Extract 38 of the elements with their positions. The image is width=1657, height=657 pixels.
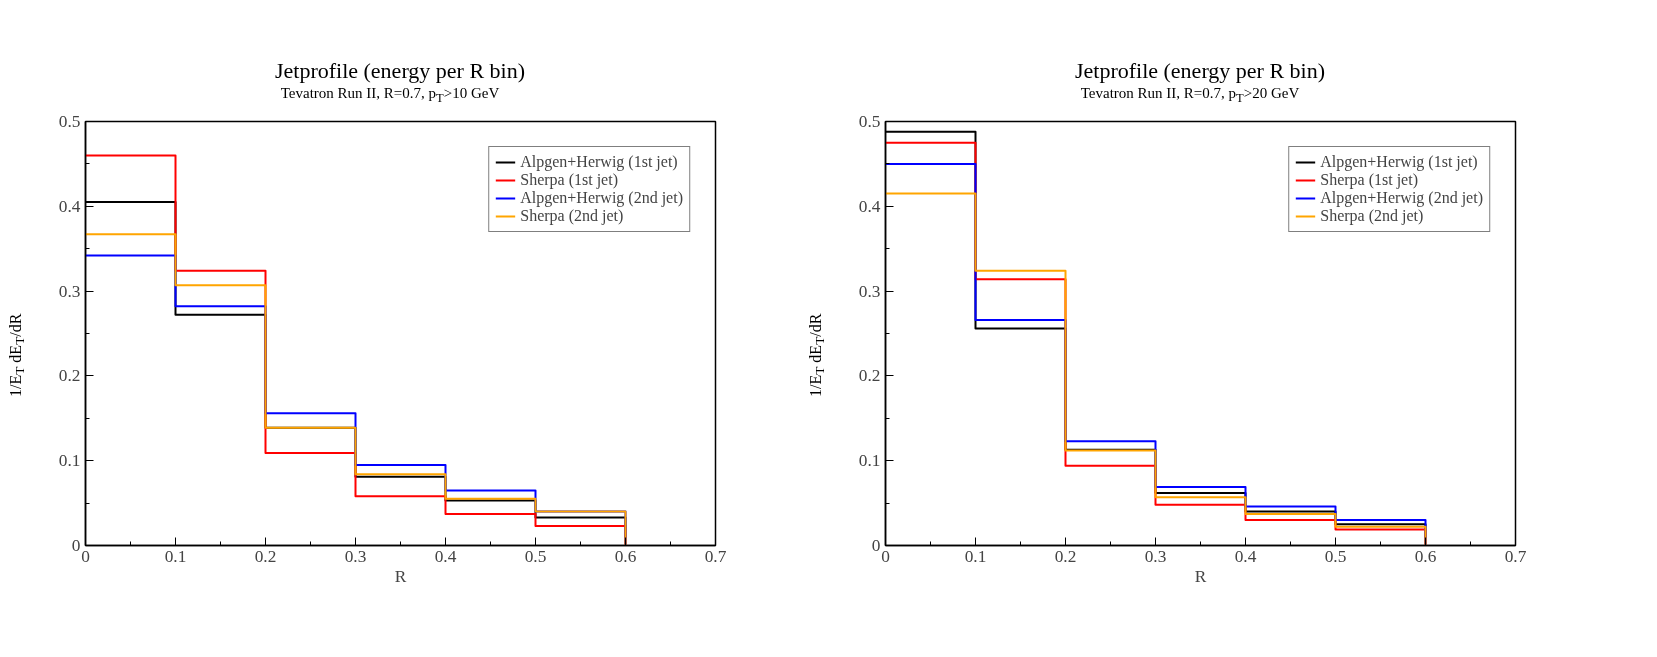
legend-label: Sherpa (1st jet) [520,171,618,190]
legend-label: Sherpa (1st jet) [1320,171,1418,190]
x-tick-label: 0.2 [1054,546,1077,566]
x-tick-label: 0.1 [164,546,187,566]
chart-title: Jetprofile (energy per R bin) [274,57,526,85]
y-tick-label: 0.2 [858,366,881,386]
legend-label: Alpgen+Herwig (2nd jet) [520,189,683,208]
x-axis-title: R [1194,566,1207,586]
legend-label: Alpgen+Herwig (1st jet) [1320,153,1478,172]
x-tick-label: 0.4 [1234,546,1257,566]
x-axis-title: R [394,566,407,586]
legend-label: Sherpa (2nd jet) [520,207,624,226]
x-tick-label: 0.4 [434,546,457,566]
y-tick-label: 0.5 [58,112,81,132]
x-tick-label: 0.6 [614,546,637,566]
y-tick-label: 0.1 [858,451,881,471]
x-tick-label: 0.3 [1144,546,1167,566]
chart-title: Jetprofile (energy per R bin) [1074,57,1326,85]
y-tick-label: 0.5 [858,112,881,132]
y-tick-label: 0.4 [58,197,81,217]
y-tick-label: 0.3 [858,281,881,301]
x-tick-label: 0.1 [964,546,987,566]
x-tick-label: 0.7 [704,546,727,566]
x-tick-label: 0.5 [524,546,547,566]
y-tick-label: 0.2 [58,366,81,386]
legend-label: Sherpa (2nd jet) [1320,207,1424,226]
x-tick-label: 0.3 [344,546,367,566]
x-tick-label: 0.7 [1504,546,1527,566]
y-tick-label: 0.3 [58,281,81,301]
y-tick-label: 0.4 [858,197,881,217]
chart-subtitle: Tevatron Run II, R=0.7, p$_{T}$>10 GeV [280,84,500,108]
y-tick-label: 0.1 [58,451,81,471]
legend-label: Alpgen+Herwig (1st jet) [520,153,678,172]
x-tick-label: 0.6 [1414,546,1437,566]
legend-label: Alpgen+Herwig (2nd jet) [1320,189,1483,208]
x-tick-label: 0.5 [1324,546,1347,566]
x-tick-label: 0.2 [254,546,277,566]
chart-subtitle: Tevatron Run II, R=0.7, p$_{T}$>20 GeV [1080,84,1300,108]
